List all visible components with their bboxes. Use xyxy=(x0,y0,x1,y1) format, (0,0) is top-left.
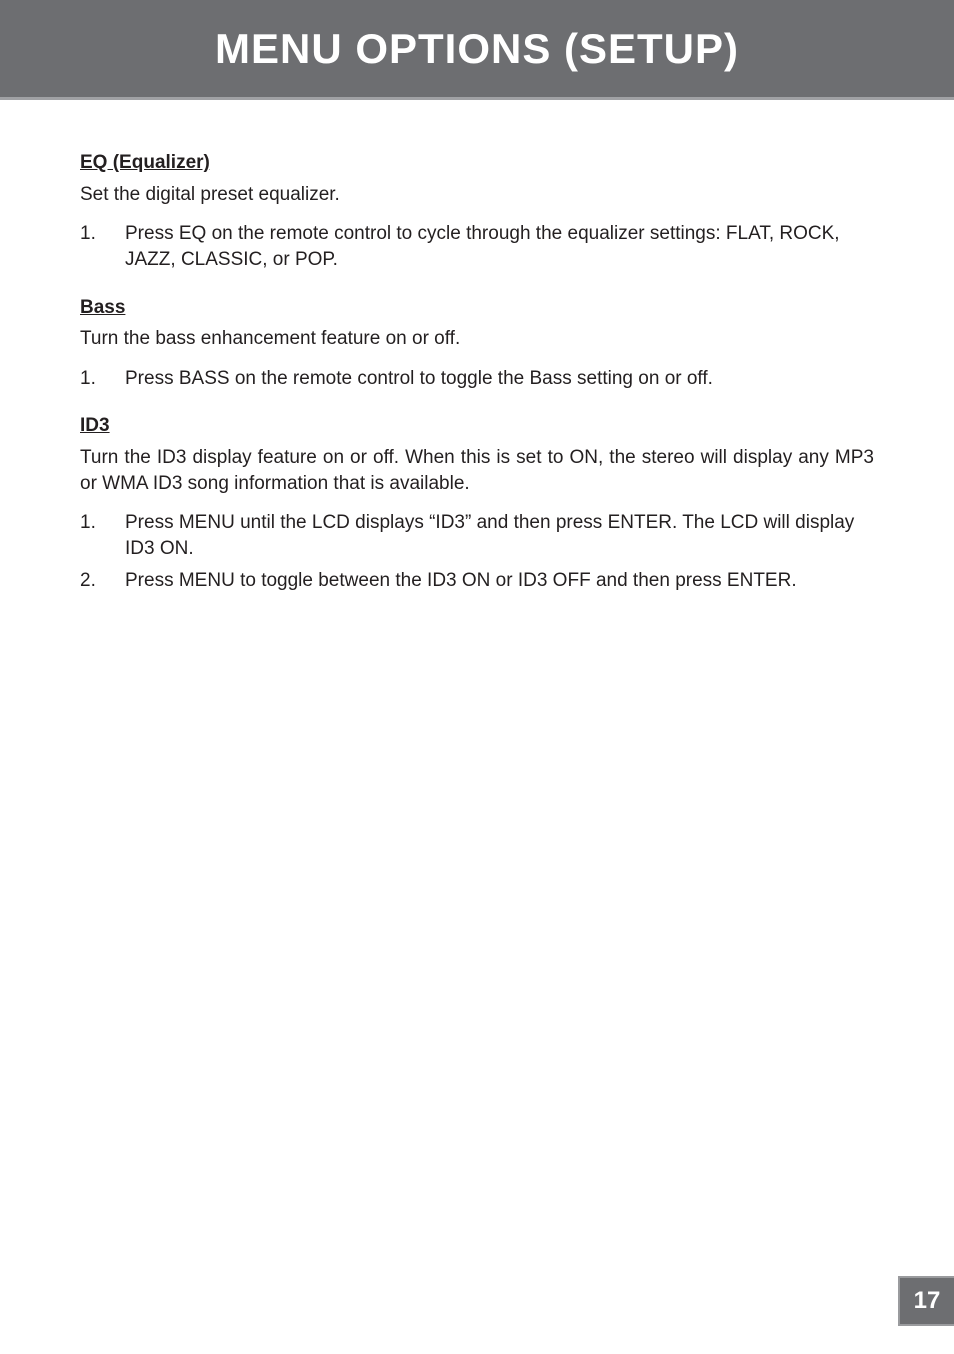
list-item: 1. Press MENU until the LCD displays “ID… xyxy=(80,510,874,561)
section-intro-id3: Turn the ID3 display feature on or off. … xyxy=(80,445,874,496)
list-item: 1. Press BASS on the remote control to t… xyxy=(80,366,874,392)
section-heading-id3: ID3 xyxy=(80,413,874,439)
content-area: EQ (Equalizer) Set the digital preset eq… xyxy=(0,100,954,593)
list-number: 1. xyxy=(80,221,125,272)
section-heading-eq: EQ (Equalizer) xyxy=(80,150,874,176)
section-intro-bass: Turn the bass enhancement feature on or … xyxy=(80,326,874,352)
list-item: 2. Press MENU to toggle between the ID3 … xyxy=(80,568,874,594)
list-item: 1. Press EQ on the remote control to cyc… xyxy=(80,221,874,272)
section-list-bass: 1. Press BASS on the remote control to t… xyxy=(80,366,874,392)
list-text: Press EQ on the remote control to cycle … xyxy=(125,221,874,272)
list-number: 2. xyxy=(80,568,125,594)
page-number-tab: 17 xyxy=(898,1276,954,1326)
section-list-id3: 1. Press MENU until the LCD displays “ID… xyxy=(80,510,874,593)
page-number: 17 xyxy=(914,1287,941,1315)
page-title: MENU OPTIONS (SETUP) xyxy=(215,25,739,73)
list-text: Press MENU until the LCD displays “ID3” … xyxy=(125,510,874,561)
section-heading-bass: Bass xyxy=(80,295,874,321)
section-list-eq: 1. Press EQ on the remote control to cyc… xyxy=(80,221,874,272)
section-intro-eq: Set the digital preset equalizer. xyxy=(80,182,874,208)
list-number: 1. xyxy=(80,510,125,561)
list-text: Press BASS on the remote control to togg… xyxy=(125,366,874,392)
header-banner: MENU OPTIONS (SETUP) xyxy=(0,0,954,100)
list-text: Press MENU to toggle between the ID3 ON … xyxy=(125,568,874,594)
list-number: 1. xyxy=(80,366,125,392)
